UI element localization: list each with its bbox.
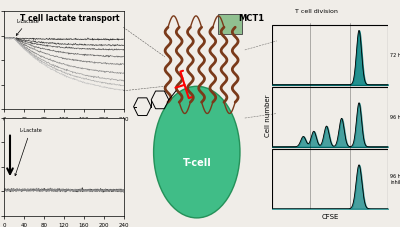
- Ellipse shape: [154, 86, 240, 218]
- Text: 72 h: 72 h: [390, 53, 400, 58]
- X-axis label: Time (s): Time (s): [51, 127, 77, 132]
- Y-axis label: Cell number: Cell number: [265, 94, 271, 137]
- Text: L-Lactate: L-Lactate: [15, 128, 42, 176]
- Bar: [272, 149, 388, 209]
- Text: 96 h: 96 h: [390, 115, 400, 120]
- Text: T-cell: T-cell: [182, 158, 211, 168]
- Text: 96 h +
inhibitor: 96 h + inhibitor: [390, 174, 400, 185]
- Bar: [272, 25, 388, 85]
- Bar: [272, 87, 388, 147]
- Text: T cell division: T cell division: [295, 10, 338, 15]
- X-axis label: CFSE: CFSE: [321, 214, 339, 220]
- Text: MCT1: MCT1: [238, 14, 264, 23]
- Text: L-Lactate: L-Lactate: [16, 19, 39, 35]
- FancyBboxPatch shape: [218, 14, 242, 34]
- Text: T cell lactate transport: T cell lactate transport: [20, 14, 120, 23]
